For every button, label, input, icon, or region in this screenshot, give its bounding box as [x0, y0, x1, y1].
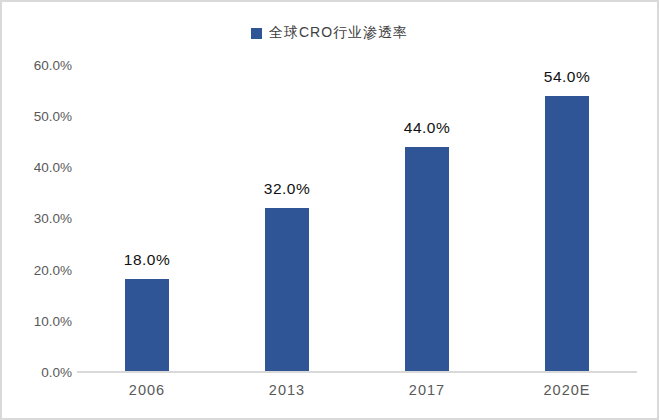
- legend: 全球CRO行业渗透率: [2, 24, 657, 42]
- x-tick-label: 2020E: [497, 382, 637, 398]
- bar-group-2006: 18.0%: [77, 65, 217, 371]
- bar-2013: [265, 208, 309, 371]
- y-axis: 60.0% 50.0% 40.0% 30.0% 20.0% 10.0% 0.0%: [2, 65, 72, 373]
- bar-group-2017: 44.0%: [357, 65, 497, 371]
- x-tick-label: 2006: [77, 382, 217, 398]
- data-label: 18.0%: [124, 251, 170, 269]
- bar-group-2020E: 54.0%: [497, 65, 637, 371]
- data-label: 54.0%: [544, 68, 590, 86]
- x-tick-label: 2013: [217, 382, 357, 398]
- legend-swatch-icon: [251, 28, 262, 39]
- cro-penetration-chart: 全球CRO行业渗透率 60.0% 50.0% 40.0% 30.0% 20.0%…: [0, 0, 659, 420]
- legend-label: 全球CRO行业渗透率: [269, 24, 408, 42]
- x-axis: 2006 2013 2017 2020E: [77, 382, 637, 398]
- bar-2017: [405, 147, 449, 371]
- x-tick-label: 2017: [357, 382, 497, 398]
- data-label: 44.0%: [404, 119, 450, 137]
- bar-2006: [125, 279, 169, 371]
- plot-area: 18.0% 32.0% 44.0% 54.0%: [77, 65, 637, 373]
- bar-group-2013: 32.0%: [217, 65, 357, 371]
- bar-2020E: [545, 96, 589, 371]
- data-label: 32.0%: [264, 180, 310, 198]
